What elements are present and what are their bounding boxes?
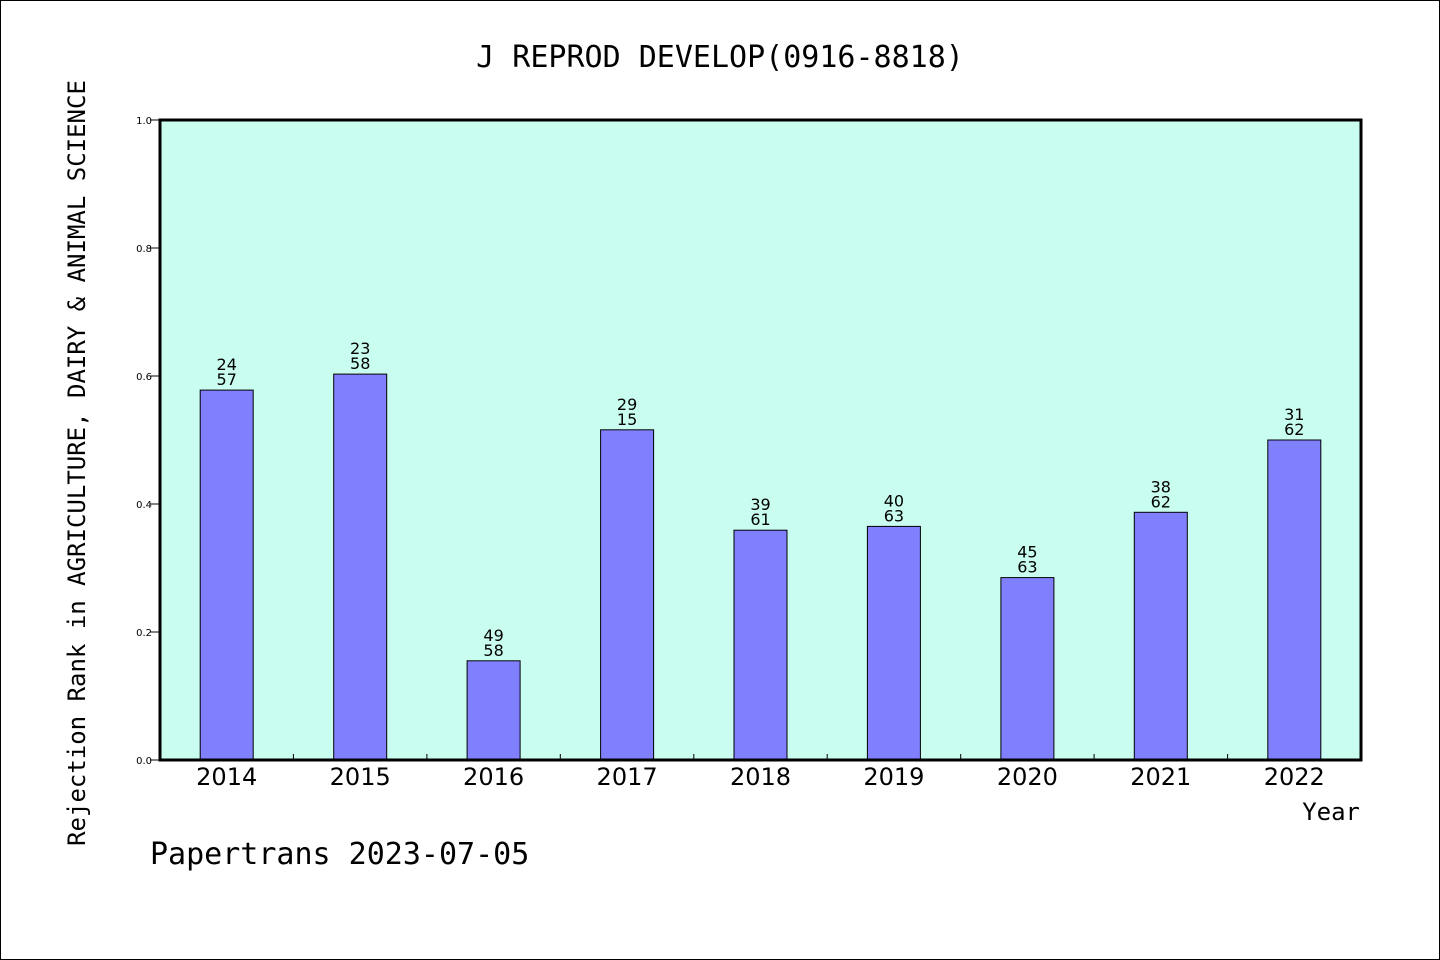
bar-2018 [733, 529, 788, 761]
x-tick-label-2014: 2014 [196, 763, 257, 791]
x-tick-label-2018: 2018 [730, 763, 791, 791]
bar-label-top-2022: 31 [1284, 405, 1304, 424]
footer-credit: Papertrans 2023-07-05 [150, 837, 529, 872]
bars [199, 373, 1322, 761]
plot-frame [158, 118, 1363, 762]
bar-2019 [866, 525, 921, 761]
bar-label-top-2016: 49 [483, 626, 503, 645]
bar-label-top-2014: 24 [217, 355, 237, 374]
bar-label-bottom-2018: 61 [750, 510, 770, 529]
x-axis-ticks: 2014 2015 2016 2017 2018 2019 2020 2021 2022 [196, 754, 1325, 791]
x-tick-label-2017: 2017 [597, 763, 658, 791]
y-tick-label-0.2: 0.2 [136, 628, 152, 639]
bar-label-top-2017: 29 [617, 395, 637, 414]
x-axis-label: Year [1302, 798, 1360, 826]
bar-label-bottom-2016: 58 [483, 641, 503, 660]
x-tick-label-2022: 2022 [1264, 763, 1325, 791]
x-tick-label-2015: 2015 [330, 763, 391, 791]
bar-2021 [1133, 511, 1188, 761]
bar-2020 [1000, 577, 1055, 761]
bar-2022 [1267, 439, 1322, 761]
y-axis-label: Rejection Rank in AGRICULTURE, DAIRY & A… [63, 80, 91, 846]
bar-label-top-2019: 40 [884, 491, 904, 510]
x-tick-label-2019: 2019 [863, 763, 924, 791]
bar-label-bottom-2017: 15 [617, 410, 637, 429]
y-axis-ticks: 0.0 0.2 0.4 0.6 0.8 1.0 [136, 116, 160, 767]
chart-title: J REPROD DEVELOP(0916-8818) [476, 40, 964, 75]
bar-2017 [600, 429, 655, 761]
bar-label-top-2018: 39 [750, 495, 770, 514]
bar-label-bottom-2020: 63 [1017, 558, 1037, 577]
y-tick-label-0.6: 0.6 [136, 372, 152, 383]
bar-label-bottom-2022: 62 [1284, 420, 1304, 439]
bar-label-top-2021: 38 [1151, 477, 1171, 496]
bar-2015 [333, 373, 388, 761]
bar-2014 [199, 389, 254, 761]
bar-label-bottom-2021: 62 [1151, 492, 1171, 511]
y-tick-label-0.0: 0.0 [136, 756, 152, 767]
bar-label-bottom-2019: 63 [884, 506, 904, 525]
bar-label-top-2020: 45 [1017, 543, 1037, 562]
y-tick-label-0.4: 0.4 [136, 500, 152, 511]
bar-label-bottom-2014: 57 [217, 370, 237, 389]
x-tick-label-2016: 2016 [463, 763, 524, 791]
y-tick-label-0.8: 0.8 [136, 244, 152, 255]
y-tick-label-1.0: 1.0 [136, 116, 152, 127]
x-tick-label-2021: 2021 [1130, 763, 1191, 791]
bar-label-top-2015: 23 [350, 339, 370, 358]
bar-2016 [466, 660, 521, 761]
bar-label-bottom-2015: 58 [350, 354, 370, 373]
x-tick-label-2020: 2020 [997, 763, 1058, 791]
